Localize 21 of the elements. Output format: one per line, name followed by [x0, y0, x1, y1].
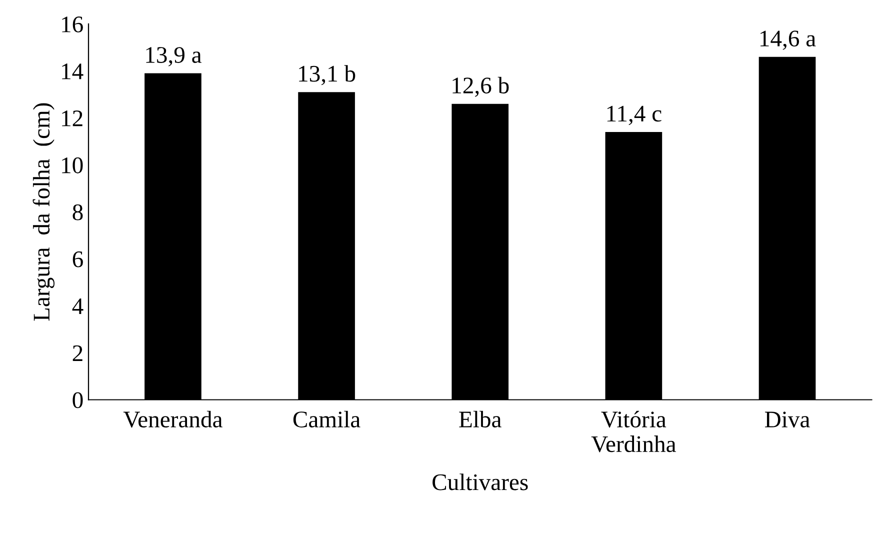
y-tick-label: 8 — [72, 204, 83, 220]
x-tick-label: Vitória Verdinha — [591, 410, 676, 452]
y-tick-label: 4 — [72, 298, 84, 314]
x-tick-label: Veneranda — [123, 410, 222, 428]
y-tick-label: 14 — [62, 64, 84, 80]
x-tick-label: Diva — [764, 412, 810, 428]
x-tick-label: Camila — [293, 410, 360, 428]
data-label: 14,6 a — [760, 30, 816, 50]
data-label: 13,9 a — [146, 47, 202, 66]
x-tick-label: Elba — [459, 410, 502, 428]
y-tick-label: 6 — [72, 251, 83, 268]
y-tick-label: 2 — [72, 345, 82, 361]
x-axis-title: Cultivares — [432, 474, 528, 490]
data-label: 12,6 b — [452, 76, 509, 97]
y-tick-label: 12 — [62, 110, 82, 126]
y-axis-title: Largura da folha (cm) — [32, 103, 54, 321]
y-tick-label: 10 — [62, 157, 83, 174]
data-label: 13,1 b — [299, 65, 356, 86]
y-tick-label: 0 — [72, 392, 83, 408]
y-tick-label: 16 — [62, 16, 83, 32]
data-label: 11,4 c — [607, 106, 662, 126]
